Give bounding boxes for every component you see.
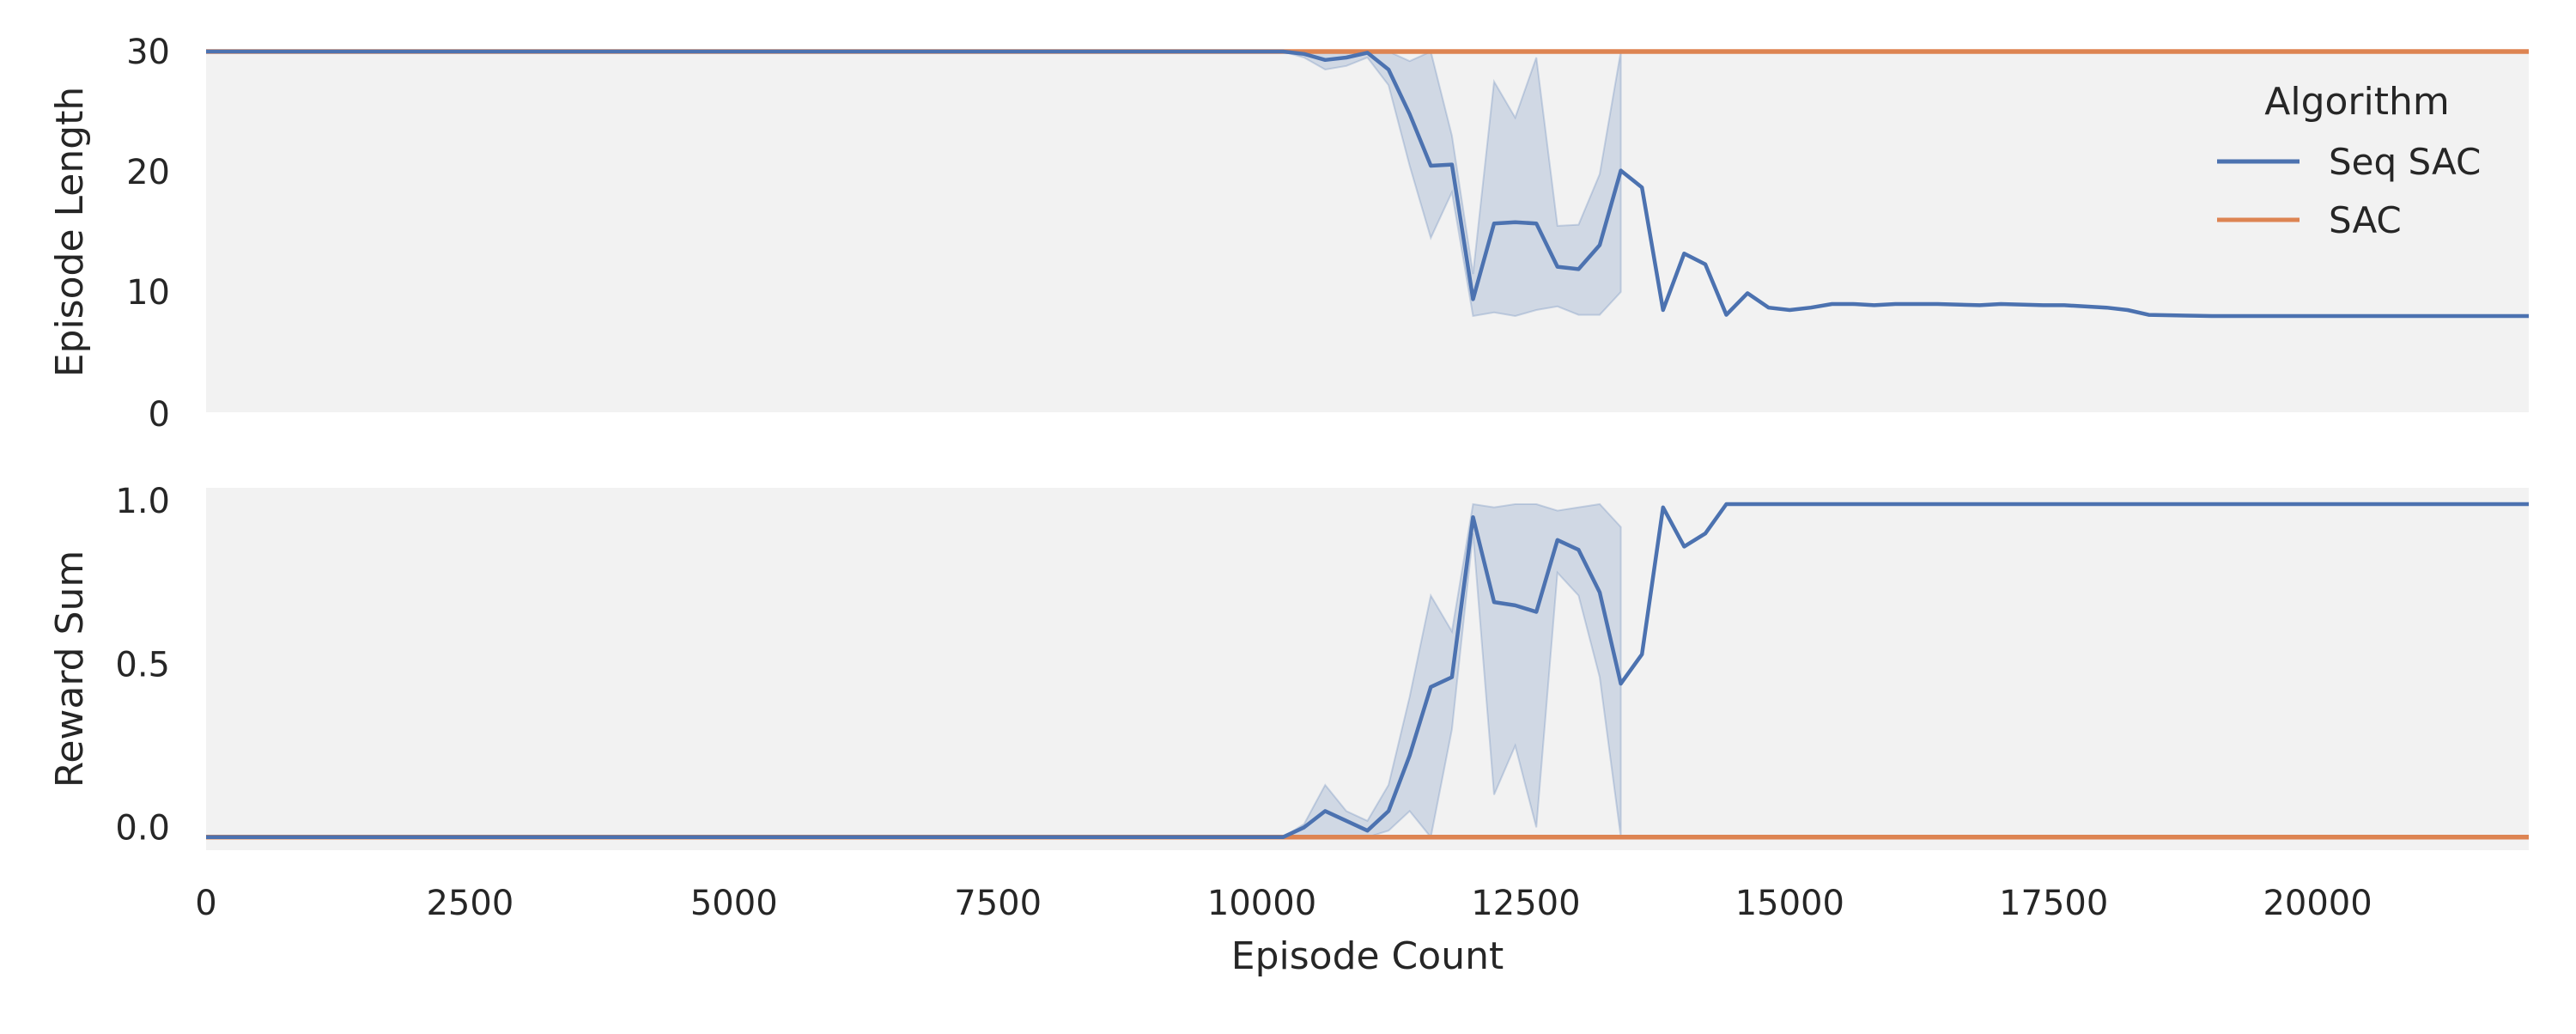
x-tick-label: 15000 <box>1735 884 1844 923</box>
legend: Algorithm Seq SAC SAC <box>2217 80 2481 241</box>
x-tick-label: 10000 <box>1207 884 1316 923</box>
episode-length-panel: 0 10 20 30 Episode Length <box>48 33 2529 435</box>
x-tick-label: 7500 <box>954 884 1042 923</box>
series-lines-group <box>206 49 2529 319</box>
y-tick-label: 0.0 <box>115 808 170 848</box>
y-tick-label: 20 <box>126 153 170 192</box>
legend-label-seq-sac: Seq SAC <box>2329 141 2481 183</box>
y-tick-label: 10 <box>126 273 170 313</box>
series-lines-group <box>206 502 2529 840</box>
legend-title: Algorithm <box>2264 80 2450 124</box>
y-tick-label: 30 <box>126 33 170 72</box>
y-tick-labels: 0.0 0.5 1.0 <box>115 482 170 848</box>
seq-sac-line <box>206 49 2529 319</box>
y-tick-label: 0.5 <box>115 645 170 684</box>
x-tick-label: 2500 <box>426 884 513 923</box>
seq-sac-line <box>206 502 2529 840</box>
y-tick-labels: 0 10 20 30 <box>126 33 170 435</box>
x-tick-label: 17500 <box>1999 884 2108 923</box>
legend-label-sac: SAC <box>2329 199 2402 241</box>
x-tick-label: 12500 <box>1471 884 1580 923</box>
plot-area-reward-sum <box>206 488 2529 850</box>
x-tick-label: 0 <box>195 884 216 923</box>
y-tick-label: 0 <box>149 395 170 435</box>
y-axis-label-episode-length: Episode Length <box>48 87 92 378</box>
reward-sum-panel: 0.0 0.5 1.0 Reward Sum 0 2500 5000 7500 10000 1… <box>48 482 2529 978</box>
x-axis-label: Episode Count <box>1231 934 1504 978</box>
x-tick-label: 5000 <box>690 884 778 923</box>
plot-area-episode-length <box>206 52 2529 412</box>
y-tick-label: 1.0 <box>115 482 170 521</box>
x-tick-labels: 0 2500 5000 7500 10000 12500 15000 17500 20000 <box>195 884 2372 923</box>
x-tick-label: 20000 <box>2263 884 2372 923</box>
y-axis-label-reward-sum: Reward Sum <box>48 550 92 788</box>
